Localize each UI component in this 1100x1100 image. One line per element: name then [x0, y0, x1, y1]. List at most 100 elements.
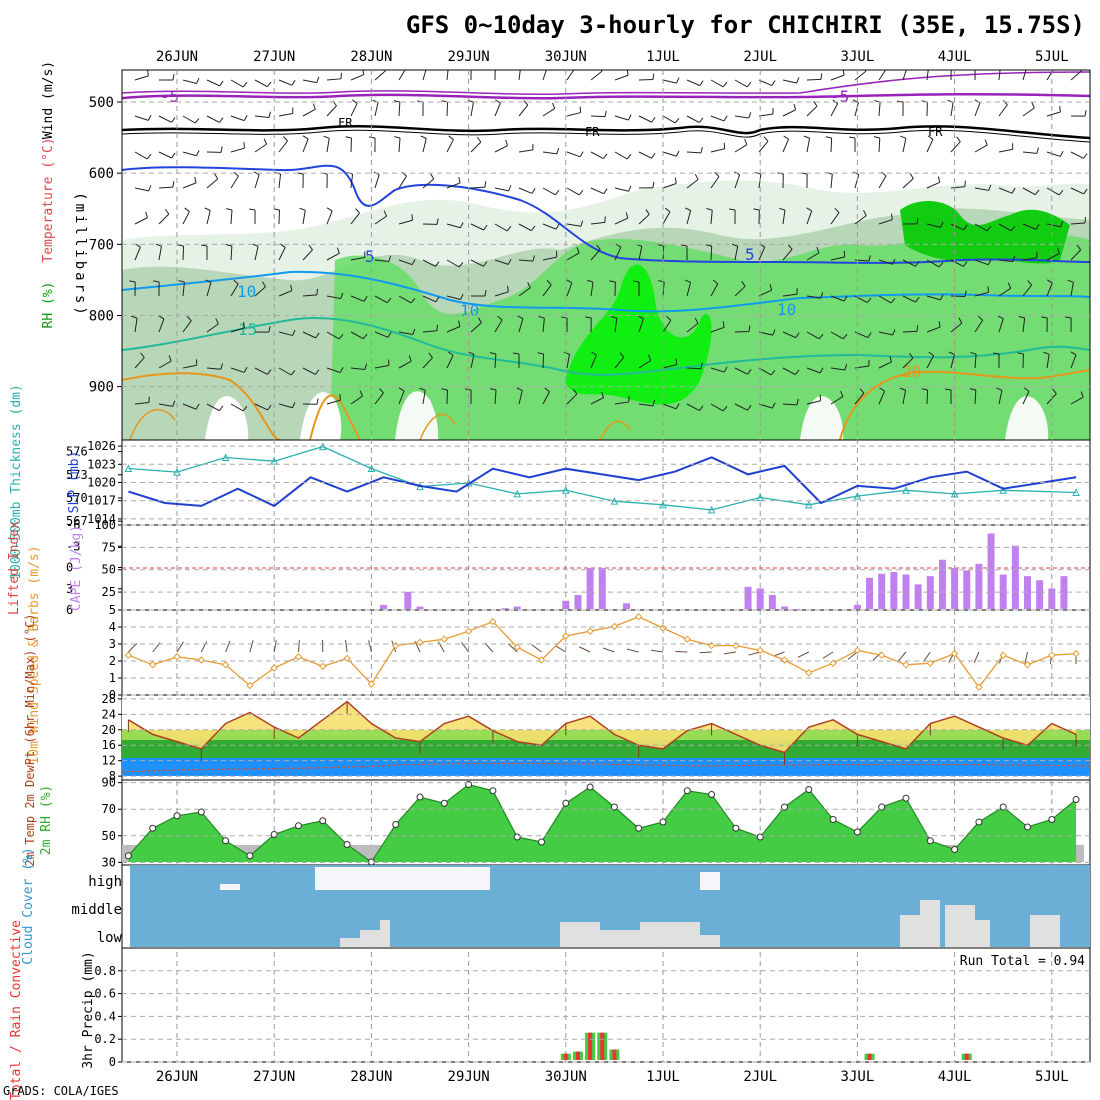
panel-frames: [121, 69, 1091, 1063]
wind-barb-flag: [352, 99, 358, 104]
wind-barb: [350, 212, 360, 225]
wind-barb: [902, 330, 918, 333]
label-20: 20: [902, 362, 921, 381]
wind-marker: [950, 649, 959, 658]
cape-bar: [890, 572, 898, 609]
thickness-marker: [950, 489, 959, 498]
wind-barb: [206, 323, 219, 333]
wind-barb-flag: [261, 281, 266, 288]
wind-marker: [440, 635, 449, 643]
isotherm-minus5-b: [122, 71, 1090, 96]
wind-barb: [710, 403, 724, 412]
wind-barb-flag: [1034, 189, 1040, 196]
wind-barb-flag: [460, 293, 464, 300]
pressure-tick-label: 700: [89, 237, 114, 253]
wind-barb: [878, 295, 892, 304]
wind-barb: [158, 151, 172, 159]
wind-barb-flag: [556, 147, 560, 154]
wind-barb-flag: [362, 70, 365, 75]
wind-barb-flag: [268, 326, 271, 333]
wind-barb: [182, 182, 197, 189]
wind-barb: [806, 210, 813, 225]
wind-barb-flag: [996, 387, 1003, 391]
wind-barb-flag: [945, 388, 952, 391]
wind-barb-flag: [290, 370, 296, 376]
wind-barb-flag: [572, 388, 578, 395]
wind-barb: [542, 391, 550, 405]
wind-barb: [437, 641, 445, 653]
axis-tick-label: 1: [109, 671, 116, 685]
wind-barb: [723, 651, 736, 655]
wind-barb: [225, 640, 231, 653]
wind-barb: [974, 259, 989, 266]
label-5-b: 5: [745, 245, 755, 264]
axis-tick-label: 12: [102, 754, 116, 768]
wind-barb-flag: [1007, 282, 1012, 289]
wind-barb: [230, 209, 233, 225]
wind-barb: [566, 282, 573, 297]
wind-barb-flag: [770, 370, 776, 376]
cape-bars: [380, 533, 1068, 610]
wind-barb: [998, 148, 1013, 153]
wind-barb: [470, 102, 474, 117]
wind-barb-flag: [873, 136, 880, 139]
wind-barb: [1022, 107, 1035, 117]
wind-barb-flag: [359, 390, 363, 397]
wind-barb: [134, 357, 145, 369]
wind-barb-flag: [753, 208, 760, 211]
wind-barb: [350, 367, 365, 370]
wind-barb: [1046, 151, 1061, 157]
wind-barb: [200, 641, 208, 653]
wind-marker: [659, 624, 667, 632]
wind-barb: [1070, 151, 1084, 159]
wind-barb: [638, 246, 643, 261]
wind-barb: [926, 70, 929, 81]
wind-barb: [158, 246, 162, 261]
wind-barb-flag: [315, 332, 320, 339]
wind-barb-flag: [435, 261, 440, 267]
wind-barb-flag: [379, 388, 384, 394]
wind-barb: [614, 151, 628, 160]
wind-barb: [470, 186, 486, 189]
wind-barb-flag: [909, 173, 914, 179]
dewpoint-line: [121, 762, 1091, 773]
wind-barb: [922, 651, 931, 663]
wind-barb-flag: [364, 363, 368, 370]
cape-bar: [793, 609, 801, 610]
wind-barb: [158, 403, 173, 407]
wind-barb: [494, 259, 509, 265]
wind-barb-flag: [196, 77, 200, 84]
upper-ylabel-rh: RH (%): [41, 282, 56, 329]
wind-barb: [422, 178, 435, 189]
wind-barb: [326, 331, 340, 340]
wind-barb-flag: [204, 207, 211, 211]
wind-barb: [1022, 284, 1033, 297]
cape-bar: [987, 533, 995, 609]
wind-barb: [926, 389, 929, 405]
wind-barb-flag: [323, 135, 330, 139]
thickness-marker: [318, 442, 327, 451]
wind-barb: [590, 221, 605, 225]
wind-barb-flag: [408, 355, 412, 362]
wind-barb-flag: [201, 244, 208, 247]
bottom-date-label: 4JUL: [938, 1069, 972, 1085]
wind-barb-flag: [172, 181, 175, 188]
temp-ylabel: 2m Temp 2m DewPt (6hr Min/Max) (°C): [23, 614, 37, 867]
wind-barb: [734, 115, 749, 119]
wind-barb: [230, 403, 244, 412]
wind-barb-flag: [362, 333, 368, 340]
wind-barb: [273, 640, 277, 653]
wind-barb-flag: [794, 369, 800, 375]
wind-barb: [302, 138, 309, 153]
wind-barb-flag: [505, 139, 508, 146]
thickness-marker: [561, 486, 570, 494]
cape-bar: [963, 570, 971, 609]
top-date-label: 5JUL: [1035, 49, 1069, 65]
wind-barb-flag: [842, 333, 848, 340]
wind-barb-flag: [178, 279, 185, 283]
wind-barb: [950, 186, 965, 189]
wind-barb-flag: [928, 351, 934, 357]
precip-ylabel-amount: 3hr Precip (mm): [81, 951, 96, 1068]
wind-barb-flag: [155, 243, 162, 247]
wind-barb: [758, 79, 773, 87]
